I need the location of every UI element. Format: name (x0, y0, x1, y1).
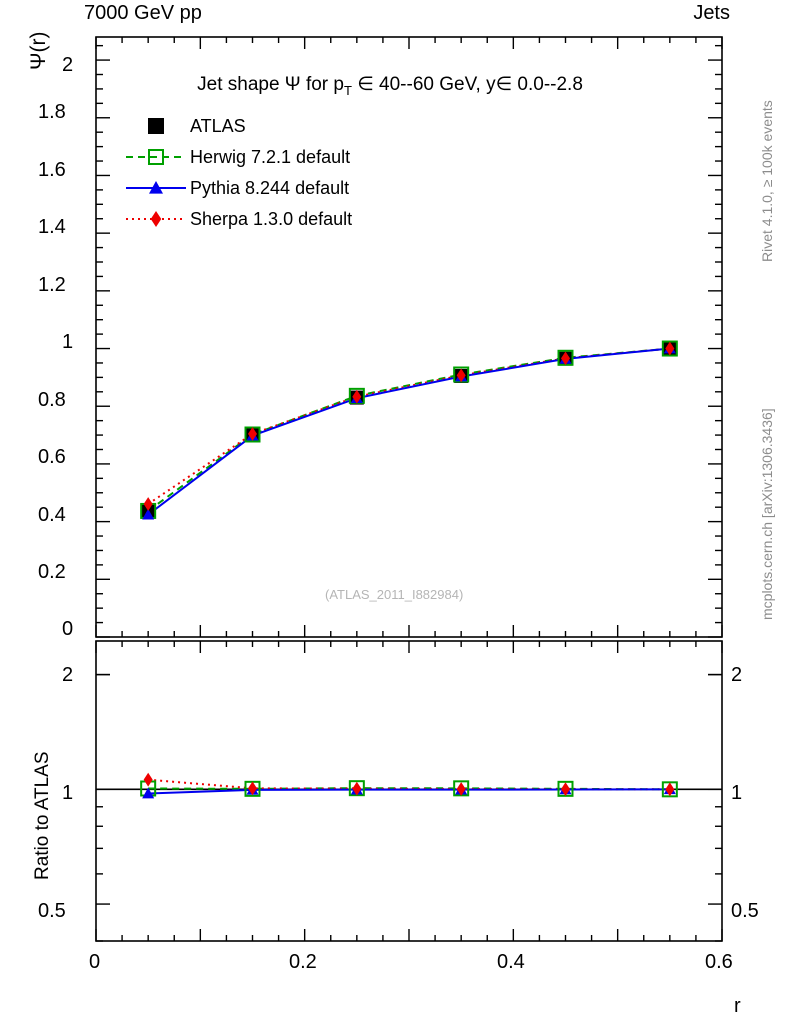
marker-diamond-filled (456, 368, 466, 383)
page-title: Jet shape Ψ for pT ∈ 40--60 GeV, y∈ 0.0-… (176, 56, 583, 116)
y-tick-label-4: 0.8 (38, 389, 66, 411)
legend-entry-herwig (126, 149, 186, 165)
legend-entry-pythia (126, 181, 186, 194)
marker-diamond-filled (456, 782, 466, 796)
ratio-panel-ticks (95, 641, 723, 942)
marker-diamond-filled (352, 389, 362, 404)
legend-label-3: Sherpa 1.3.0 default (190, 209, 353, 229)
marker-square-open (661, 340, 678, 357)
y-tick-label-9: 1.8 (38, 101, 66, 123)
marker-triangle-filled (149, 181, 163, 194)
main-panel-ticks (95, 37, 723, 638)
title-part-3: ∈ 40--60 GeV, y∈ 0.0--2.8 (351, 74, 583, 95)
header-right-label: Jets (693, 2, 730, 24)
ratio-tick-label-left-1: 1 (62, 782, 74, 804)
marker-diamond-filled (150, 210, 162, 228)
series-line-herwig (147, 347, 670, 512)
x-tick-label-3: 0.6 (705, 951, 733, 973)
ratio-tick-label-left-0: 0.5 (38, 900, 66, 922)
y-tick-label-10: 2 (62, 54, 74, 76)
marker-diamond-filled (248, 781, 257, 796)
series-line-pythia (147, 347, 670, 516)
x-axis-label: r (734, 995, 741, 1017)
marker-diamond-filled (561, 782, 570, 797)
marker-diamond-filled (143, 772, 153, 787)
legend-entry-sherpa (126, 210, 186, 228)
marker-square-open (661, 781, 678, 798)
marker-square-open (148, 149, 164, 165)
y-tick-label-7: 1.4 (38, 216, 66, 238)
y-tick-label-1: 0.2 (38, 561, 66, 583)
legend-label-1: Herwig 7.2.1 default (190, 147, 351, 167)
x-tick-label-2: 0.4 (497, 951, 525, 973)
title-subscript: T (343, 83, 352, 98)
series-markers-pythia (142, 342, 676, 520)
x-tick-label-1: 0.2 (289, 951, 317, 973)
ratio-tick-label-left-2: 2 (62, 664, 74, 686)
analysis-watermark: (ATLAS_2011_I882984) (325, 587, 464, 602)
marker-diamond-filled (143, 497, 153, 511)
plot-frames (95, 36, 723, 942)
marker-diamond-filled (665, 341, 675, 356)
ratio-data-series (140, 772, 678, 799)
y-tick-label-2: 0.4 (38, 504, 66, 526)
header-left-label: 7000 GeV pp (84, 2, 202, 24)
marker-square-filled (148, 118, 164, 134)
legend-label-2: Pythia 8.244 default (190, 178, 350, 198)
title-part-1: Jet shape (197, 74, 285, 95)
ratio-tick-label-right-2: 2 (731, 664, 743, 686)
x-tick-label-0: 0 (89, 951, 101, 973)
legend-entry-atlas (148, 118, 164, 134)
series-markers-atlas (141, 341, 677, 519)
series-markers-sherpa (143, 341, 675, 511)
ratio-tick-label-right-1: 1 (731, 782, 743, 804)
marker-diamond-filled (248, 427, 257, 441)
marker-triangle-filled (142, 787, 155, 799)
marker-diamond-filled (665, 782, 675, 797)
series-markers-herwig (140, 340, 678, 519)
legend-label-0: ATLAS (190, 116, 246, 136)
ratio-tick-label-right-0: 0.5 (731, 900, 759, 922)
ratio-markers-sherpa (143, 772, 675, 797)
ratio-line-pythia (148, 788, 670, 795)
y-tick-label-0: 0 (62, 618, 74, 640)
y-tick-label-6: 1.2 (38, 274, 66, 296)
title-part-2: for p (300, 74, 344, 95)
series-line-sherpa (147, 347, 670, 505)
title-psi: Ψ (284, 74, 301, 95)
y-tick-label-8: 1.6 (38, 159, 66, 181)
marker-triangle-filled (142, 508, 155, 520)
marker-diamond-filled (561, 351, 570, 366)
legend (126, 118, 186, 228)
main-data-series (140, 340, 678, 520)
y-tick-label-5: 1 (62, 331, 74, 353)
marker-diamond-filled (352, 781, 362, 796)
y-tick-label-3: 0.6 (38, 446, 66, 468)
